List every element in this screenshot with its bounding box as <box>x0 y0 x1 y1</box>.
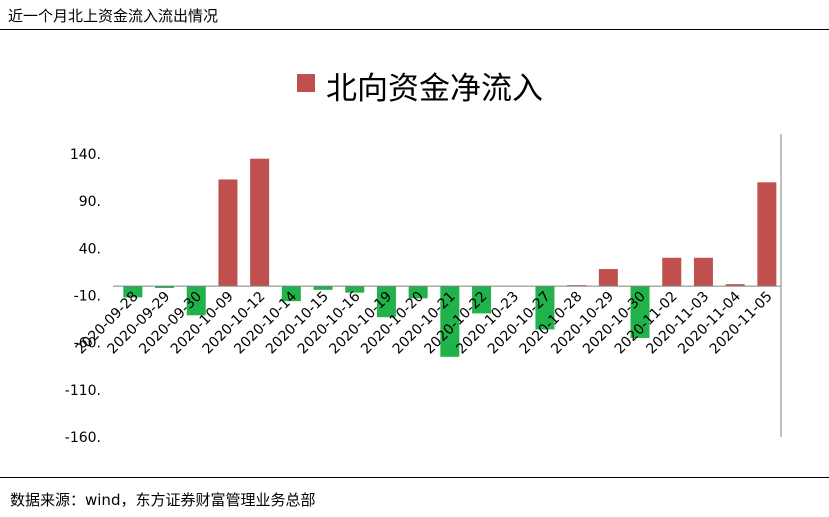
bar-2020-09-28 <box>123 286 143 298</box>
bar-2020-09-29 <box>155 286 175 288</box>
y-tick-label: -60. <box>74 336 101 352</box>
bar-2020-10-29 <box>598 269 618 287</box>
y-tick-label: 40. <box>79 241 101 257</box>
bar-2020-11-04 <box>725 284 745 287</box>
bar-2020-10-21 <box>440 286 460 357</box>
y-tick-label: -160. <box>65 430 101 446</box>
bar-2020-10-09 <box>218 179 238 287</box>
bar-2020-10-19 <box>376 286 396 318</box>
page-title: 近一个月北上资金流入流出情况 <box>8 7 219 25</box>
legend-swatch <box>297 74 315 92</box>
bar-2020-09-30 <box>186 286 206 316</box>
bar-2020-10-27 <box>535 286 555 330</box>
y-tick-label: -110. <box>65 383 101 399</box>
chart-legend: 北向资金净流入 <box>297 71 543 107</box>
bar-2020-11-05 <box>757 182 777 287</box>
bottom-divider <box>0 477 829 478</box>
bar-2020-10-15 <box>313 286 333 290</box>
y-axis-ticks: 140. 90. 40. -10. -60. -110. -160. <box>65 147 101 446</box>
x-axis-labels: 2020-09-282020-09-292020-09-302020-10-09… <box>73 289 776 358</box>
y-tick-label: 90. <box>79 194 101 210</box>
y-tick-label: 140. <box>70 147 101 163</box>
bar-chart: 北向资金净流入 140. 90. 40. -10. -60. -110. -160. 202… <box>65 71 782 446</box>
bar-2020-10-16 <box>345 286 365 293</box>
legend-label: 北向资金净流入 <box>326 71 543 107</box>
bar-2020-10-20 <box>408 286 428 299</box>
top-divider <box>0 29 829 30</box>
bar-2020-10-12 <box>250 158 270 287</box>
bar-2020-10-30 <box>630 286 650 338</box>
y-tick-label: -10. <box>74 289 101 305</box>
bar-series <box>123 158 777 357</box>
bar-2020-10-22 <box>472 286 492 314</box>
bar-2020-11-02 <box>662 257 682 287</box>
bar-2020-10-14 <box>281 286 301 302</box>
bar-2020-11-03 <box>693 257 713 287</box>
source-note: 数据来源：wind，东方证券财富管理业务总部 <box>10 491 316 509</box>
